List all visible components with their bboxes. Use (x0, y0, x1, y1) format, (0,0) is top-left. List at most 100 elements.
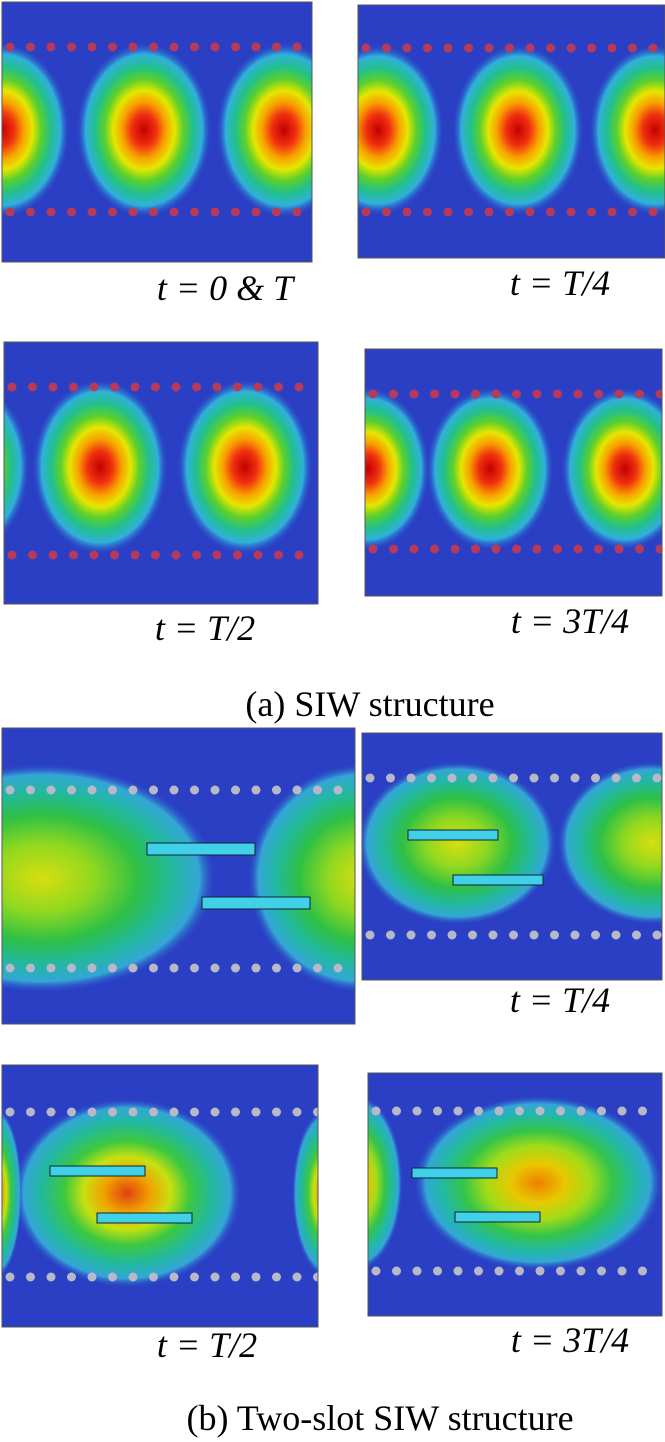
via (128, 42, 138, 52)
via (46, 207, 56, 217)
via (368, 389, 378, 399)
via (231, 963, 240, 973)
via (515, 1106, 524, 1116)
via (294, 550, 304, 560)
via (576, 1106, 586, 1116)
via (48, 550, 58, 560)
field-plot (2, 728, 355, 1024)
via (550, 930, 559, 940)
via (46, 42, 56, 52)
via (149, 42, 158, 52)
frame (1, 727, 356, 1025)
via (566, 207, 576, 217)
via (26, 1107, 35, 1117)
via (210, 1107, 220, 1117)
via (190, 1107, 199, 1117)
via (443, 207, 453, 217)
via (453, 1266, 463, 1276)
via (594, 544, 603, 554)
panel-label: t = T/4 (510, 263, 610, 303)
via (648, 43, 658, 53)
via (169, 963, 179, 973)
via (392, 1106, 401, 1116)
via (412, 1266, 422, 1276)
via (210, 42, 220, 52)
via (611, 930, 621, 940)
via (171, 382, 181, 392)
via (5, 1107, 15, 1117)
via (392, 1266, 401, 1276)
via (427, 773, 436, 783)
via (212, 382, 222, 392)
via (553, 389, 562, 399)
via (190, 963, 199, 973)
via (253, 382, 263, 392)
via (210, 963, 220, 973)
panel-label: t = 3T/4 (511, 1320, 629, 1360)
field-blob (32, 379, 168, 555)
field-blob (4, 397, 30, 537)
via (368, 544, 378, 554)
via (192, 382, 201, 392)
via (272, 785, 281, 795)
via (149, 1107, 158, 1117)
via (149, 207, 158, 217)
via (512, 544, 521, 554)
via (546, 43, 555, 53)
via (48, 382, 58, 392)
via (464, 43, 473, 53)
frame (1, 1064, 319, 1328)
via (149, 1272, 158, 1282)
via (464, 207, 473, 217)
via (192, 550, 201, 560)
via (272, 963, 281, 973)
via (361, 207, 371, 217)
via (402, 207, 412, 217)
via (5, 963, 15, 973)
via (409, 544, 419, 554)
via (87, 963, 97, 973)
panel-label: t = T/2 (157, 1325, 257, 1365)
via (365, 930, 375, 940)
via (5, 207, 15, 217)
via (108, 1107, 117, 1117)
via (550, 773, 559, 783)
via (652, 773, 662, 783)
via (587, 207, 596, 217)
via (67, 42, 76, 52)
via (67, 785, 76, 795)
via (402, 43, 412, 53)
via (652, 930, 662, 940)
via (210, 207, 220, 217)
via (292, 42, 302, 52)
via (128, 785, 138, 795)
via (7, 550, 17, 560)
via (607, 43, 617, 53)
via (655, 389, 662, 399)
via (409, 389, 419, 399)
via (89, 550, 99, 560)
via (26, 42, 35, 52)
field-blob (2, 763, 217, 993)
via (169, 42, 179, 52)
via (26, 785, 35, 795)
via (515, 1266, 524, 1276)
field-blob (362, 761, 557, 925)
via (231, 207, 240, 217)
via (614, 544, 624, 554)
via (632, 773, 641, 783)
field-blob (2, 1109, 22, 1277)
via (210, 1272, 220, 1282)
via (89, 382, 99, 392)
via (635, 389, 644, 399)
via (108, 207, 117, 217)
via (46, 1272, 56, 1282)
via (67, 1107, 76, 1117)
via (655, 544, 662, 554)
field-plot (362, 733, 662, 980)
via (87, 1272, 97, 1282)
via (46, 1107, 56, 1117)
field-blob (216, 42, 312, 218)
via (130, 382, 140, 392)
via (5, 785, 15, 795)
